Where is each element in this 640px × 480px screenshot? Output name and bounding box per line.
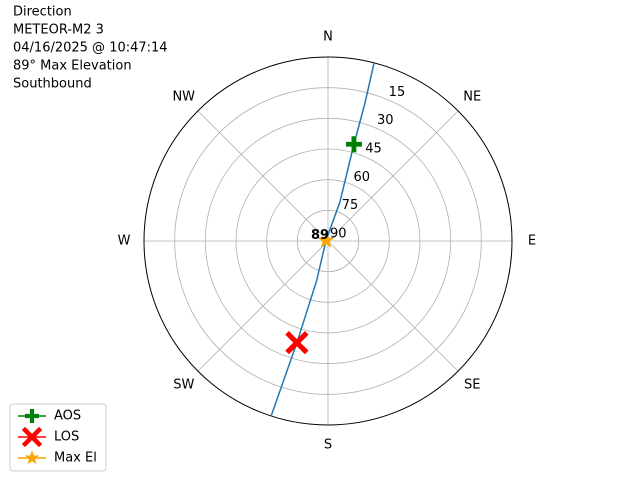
direction-label: SE	[464, 378, 480, 393]
ring-label: 45	[365, 142, 382, 157]
ring-label: 15	[389, 85, 406, 100]
outer-edge	[143, 56, 513, 426]
ring-label: 75	[342, 198, 359, 213]
direction-label: E	[528, 234, 536, 249]
ring-label: 30	[377, 113, 394, 128]
grid-spoke	[197, 240, 329, 372]
direction-label: NE	[463, 89, 481, 104]
legend-label: Max El	[54, 451, 97, 466]
marker-x	[21, 426, 43, 448]
marker-star	[317, 231, 335, 248]
max-elevation-label: 89	[311, 228, 329, 243]
marker-plus	[345, 136, 362, 153]
direction-label: NW	[172, 89, 195, 104]
direction-label: N	[323, 30, 333, 45]
marker-plus	[25, 409, 39, 423]
grid-spoke	[197, 110, 329, 242]
annotation: 89° Max Elevation	[13, 59, 132, 74]
annotation: METEOR-M2 3	[13, 23, 104, 38]
annotation: Direction	[13, 5, 72, 20]
annotation: Southbound	[13, 77, 92, 92]
ring-label: 90	[330, 227, 347, 242]
grid-spoke	[327, 110, 459, 242]
track-line	[270, 62, 375, 417]
legend-label: AOS	[54, 409, 81, 424]
marker-star	[24, 450, 40, 465]
annotation: 04/16/2025 @ 10:47:14	[13, 41, 168, 56]
marker-x	[285, 331, 309, 355]
direction-label: W	[118, 234, 131, 249]
ring-label: 60	[353, 170, 370, 185]
grid-spoke	[327, 240, 459, 372]
direction-label: S	[324, 438, 332, 453]
direction-label: SW	[173, 378, 194, 393]
legend-label: LOS	[54, 430, 79, 445]
